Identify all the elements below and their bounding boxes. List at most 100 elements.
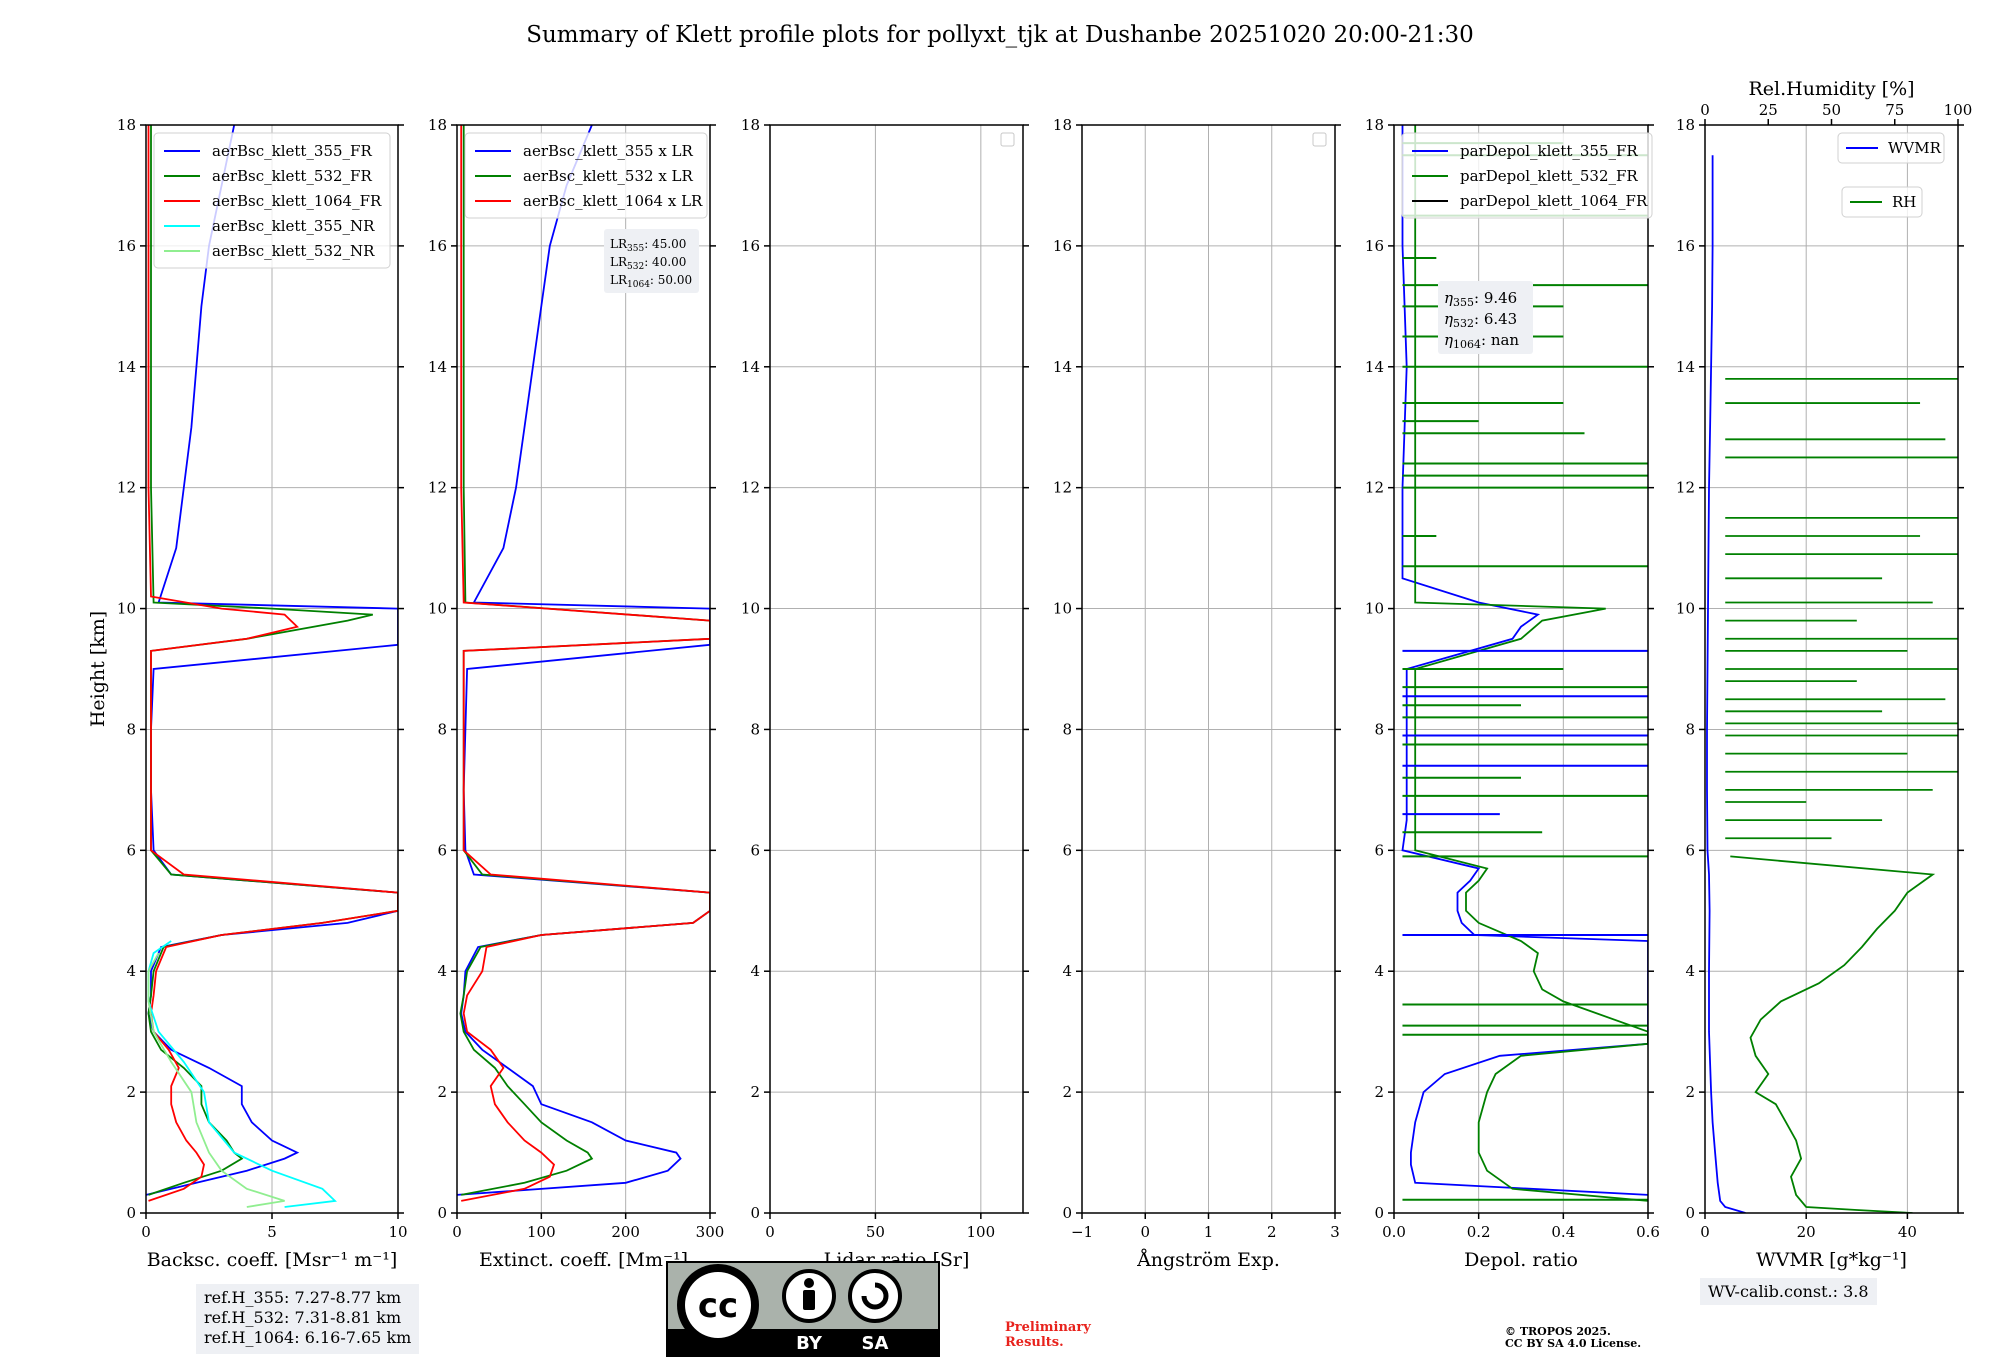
x-tick-label: 20 [1797, 1223, 1816, 1241]
plot-frame [145, 124, 399, 1214]
series-line-aerBsc_klett_1064_FR [147, 125, 398, 1202]
y-tick-label: 8 [750, 720, 760, 738]
y-tick-label: 8 [1374, 720, 1384, 738]
y-tick-label: 0 [1374, 1204, 1384, 1222]
y-tick-label: 16 [741, 237, 760, 255]
annotation-box [1438, 281, 1533, 354]
y-tick-label: 18 [428, 116, 447, 134]
copyright-line-2: CC BY SA 4.0 License. [1505, 1337, 1642, 1350]
x-axis-label: WVMR [g*kg⁻¹] [1756, 1249, 1907, 1271]
series-line-WVMR [1706, 155, 1746, 1213]
x-axis-label: Backsc. coeff. [Msr⁻¹ m⁻¹] [147, 1249, 398, 1271]
y-tick-label: 0 [1062, 1204, 1072, 1222]
top-x-tick-label: 75 [1885, 101, 1904, 119]
legend-box [1837, 132, 1945, 164]
legend-entry: parDepol_klett_532_FR [1460, 167, 1638, 185]
reference-heights-box: ref.H_355: 7.27-8.77 km ref.H_532: 7.31-… [196, 1284, 420, 1354]
y-tick-label: 18 [1365, 116, 1384, 134]
by-icon-head [804, 1278, 814, 1288]
y-tick-label: 4 [437, 962, 447, 980]
y-tick-label: 14 [1676, 358, 1695, 376]
x-tick-label: 0.2 [1467, 1223, 1491, 1241]
legend-entry: aerBsc_klett_1064 x LR [523, 192, 703, 210]
legend-entry: parDepol_klett_1064_FR [1460, 192, 1648, 210]
y-tick-label: 14 [741, 358, 760, 376]
y-tick-label: 10 [1365, 600, 1384, 618]
x-tick-label: 0.4 [1551, 1223, 1575, 1241]
y-tick-label: 14 [1365, 358, 1384, 376]
by-label: BY [796, 1333, 823, 1354]
cc-icon: cc [698, 1286, 738, 1326]
y-tick-label: 0 [750, 1204, 760, 1222]
legend-entry: aerBsc_klett_532_FR [212, 167, 372, 185]
x-tick-label: 0 [1140, 1223, 1150, 1241]
y-tick-label: 2 [126, 1083, 136, 1101]
y-tick-label: 14 [117, 358, 136, 376]
panel-backscatter: 0 2 4 6 8 10 12 14 16 18 0 5 10 Backsc. coeff. [Msr⁻¹… [117, 116, 408, 1271]
empty-legend-box [1312, 132, 1327, 147]
x-tick-label: 100 [967, 1223, 996, 1241]
y-tick-label: 2 [1685, 1083, 1695, 1101]
y-tick-label: 0 [437, 1204, 447, 1222]
top-x-tick-label: 25 [1759, 101, 1778, 119]
plot-frame [456, 124, 711, 1214]
top-x-tick-label: 50 [1822, 101, 1841, 119]
y-tick-label: 18 [1676, 116, 1695, 134]
sa-label: SA [862, 1333, 889, 1354]
annotation-box [604, 229, 699, 293]
ref-height-355: ref.H_355: 7.27-8.77 km [204, 1288, 402, 1307]
plot-frame [1081, 124, 1336, 1214]
y-tick-label: 12 [1365, 479, 1384, 497]
x-tick-label: 3 [1330, 1223, 1340, 1241]
panel-extinction: 0 2 4 6 8 10 12 14 16 18 0 100 200 300 Extinct. coeff.… [428, 116, 724, 1271]
wv-calibration-constant: WV-calib.const.: 3.8 [1700, 1278, 1877, 1305]
series-line-aerBsc_klett_355 x LR [457, 125, 710, 1196]
y-tick-label: 10 [741, 600, 760, 618]
legend-box [464, 132, 708, 219]
x-tick-label: 0.0 [1382, 1223, 1406, 1241]
y-tick-label: 12 [1676, 479, 1695, 497]
plot-frame [1704, 124, 1959, 1214]
x-axis-label: Ångström Exp. [1136, 1249, 1280, 1271]
legend-entry: aerBsc_klett_532_NR [212, 242, 375, 260]
annotation-line: η355: 9.46 [1444, 289, 1517, 309]
sa-icon-arrow [861, 1282, 889, 1310]
sa-icon [848, 1269, 902, 1323]
series-line-aerBsc_klett_1064 x LR [460, 125, 710, 1202]
x-tick-label: 0 [141, 1223, 151, 1241]
y-tick-label: 6 [1062, 841, 1072, 859]
y-tick-label: 6 [1685, 841, 1695, 859]
x-tick-label: 5 [267, 1223, 277, 1241]
y-tick-label: 12 [117, 479, 136, 497]
legend-entry: RH [1892, 193, 1916, 211]
y-tick-label: 2 [437, 1083, 447, 1101]
x-tick-label: 50 [866, 1223, 885, 1241]
x-tick-label: 40 [1898, 1223, 1917, 1241]
annotation-line: LR355: 45.00 [610, 237, 686, 254]
y-tick-label: 4 [126, 962, 136, 980]
top-axis-label: Rel.Humidity [%] [1748, 78, 1914, 100]
plot-frame [1393, 124, 1649, 1214]
preliminary-line-1: Preliminary [1005, 1320, 1091, 1335]
y-tick-label: 8 [1685, 720, 1695, 738]
legend-entry: parDepol_klett_355_FR [1460, 142, 1638, 160]
annotation-line: LR532: 40.00 [610, 255, 686, 272]
y-tick-label: 10 [117, 600, 136, 618]
x-tick-label: −1 [1071, 1223, 1093, 1241]
x-tick-label: 1 [1204, 1223, 1214, 1241]
x-tick-label: 200 [611, 1223, 640, 1241]
y-tick-label: 16 [428, 237, 447, 255]
y-tick-label: 18 [741, 116, 760, 134]
series-line-parDepol_klett_355_FR [1401, 125, 1648, 1196]
ref-height-1064: ref.H_1064: 6.16-7.65 km [204, 1328, 412, 1347]
empty-legend-box [1000, 132, 1015, 147]
x-tick-label: 0.6 [1636, 1223, 1660, 1241]
x-tick-label: 2 [1267, 1223, 1277, 1241]
y-tick-label: 18 [1053, 116, 1072, 134]
annotation-line: LR1064: 50.00 [610, 273, 692, 290]
by-icon-body [803, 1290, 815, 1310]
y-tick-label: 18 [117, 116, 136, 134]
y-tick-label: 8 [1062, 720, 1072, 738]
y-tick-label: 6 [1374, 841, 1384, 859]
y-tick-label: 4 [1374, 962, 1384, 980]
